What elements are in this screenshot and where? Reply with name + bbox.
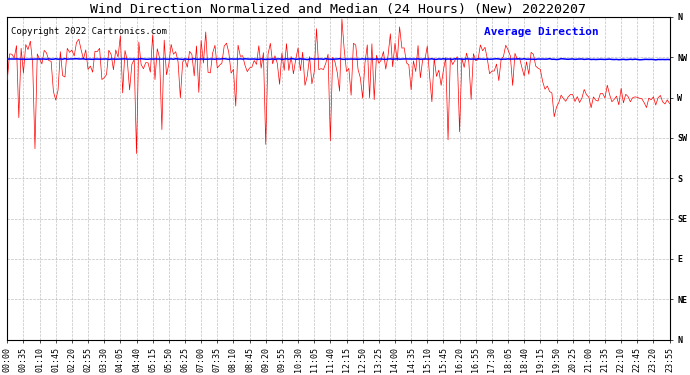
Text: Average Direction: Average Direction <box>484 27 599 37</box>
Title: Wind Direction Normalized and Median (24 Hours) (New) 20220207: Wind Direction Normalized and Median (24… <box>90 3 586 16</box>
Text: Copyright 2022 Cartronics.com: Copyright 2022 Cartronics.com <box>10 27 166 36</box>
